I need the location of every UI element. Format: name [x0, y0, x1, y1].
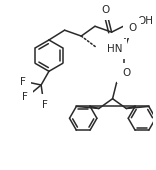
Text: O: O: [128, 23, 136, 33]
Text: O: O: [102, 5, 110, 15]
Text: F: F: [22, 92, 27, 102]
Text: OH: OH: [137, 16, 153, 26]
Text: O: O: [122, 68, 130, 78]
Text: F: F: [20, 77, 25, 87]
Text: HN: HN: [107, 44, 122, 54]
Text: F: F: [42, 100, 48, 110]
